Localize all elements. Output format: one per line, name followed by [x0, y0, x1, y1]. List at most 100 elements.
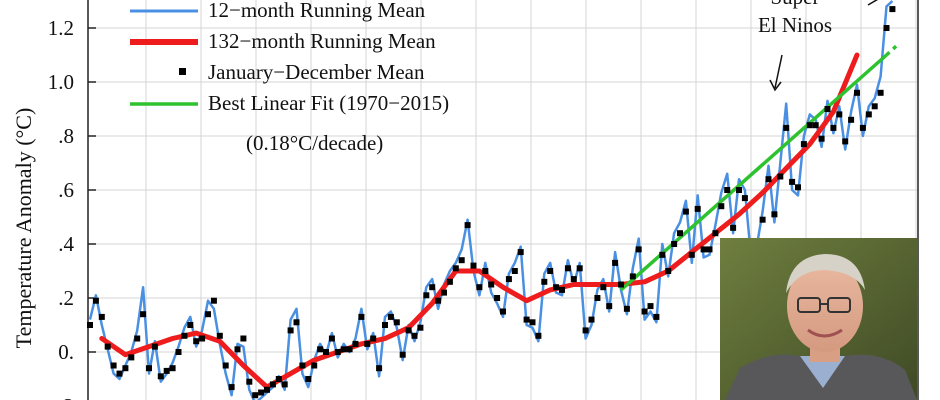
- annual-mean-point: [92, 297, 99, 304]
- annual-mean-point: [718, 203, 725, 210]
- annual-mean-point: [700, 246, 707, 253]
- annual-mean-point: [352, 340, 359, 347]
- annual-mean-point: [134, 335, 141, 342]
- annotation-line-1: Super: [771, 0, 820, 9]
- annual-mean-point: [789, 178, 796, 185]
- annual-mean-point: [600, 284, 607, 291]
- annual-mean-point: [570, 276, 577, 283]
- y-tick-label: .6: [58, 178, 74, 202]
- annual-mean-point: [647, 303, 654, 310]
- annual-mean-point: [629, 273, 636, 280]
- y-tick-label: 1.2: [48, 16, 74, 40]
- annual-mean-point: [859, 124, 866, 131]
- annual-mean-point: [98, 313, 105, 320]
- annual-mean-point: [824, 106, 831, 112]
- annual-mean-point: [393, 319, 400, 326]
- series: [87, 0, 900, 400]
- annual-mean-point: [240, 335, 247, 342]
- annotation-arrow-shaft: [774, 54, 783, 89]
- annual-mean-point: [712, 230, 719, 237]
- annual-mean-point: [128, 354, 135, 361]
- annual-mean-point: [317, 346, 324, 353]
- annual-mean-point: [883, 25, 890, 31]
- annual-mean-point: [623, 305, 630, 312]
- series-132-month-running-mean: [99, 52, 860, 390]
- annual-mean-point: [435, 297, 442, 304]
- annual-mean-point: [305, 376, 312, 382]
- annual-mean-point: [216, 332, 223, 339]
- annual-mean-point: [311, 362, 318, 369]
- annual-mean-point: [517, 249, 524, 256]
- annual-mean-point: [682, 208, 689, 215]
- annual-mean-point: [328, 335, 335, 342]
- annual-mean-point: [736, 187, 742, 193]
- annual-mean-point: [564, 265, 571, 272]
- annual-mean-point: [759, 216, 766, 223]
- annual-mean-point: [446, 278, 453, 285]
- annual-mean-point: [104, 343, 111, 350]
- annual-mean-point: [452, 265, 459, 272]
- annual-mean-point: [500, 308, 506, 315]
- annual-mean-point: [151, 343, 158, 350]
- annual-mean-point: [405, 327, 412, 334]
- annual-mean-point: [228, 384, 235, 391]
- annual-mean-point: [258, 389, 265, 396]
- annual-mean-point: [399, 351, 406, 358]
- linear-fit-extension: [885, 42, 900, 57]
- annual-mean-point: [458, 257, 465, 264]
- annual-mean-point: [382, 322, 388, 328]
- annual-mean-point: [199, 335, 206, 342]
- annual-mean-point: [281, 381, 288, 388]
- annual-mean-point: [146, 365, 152, 372]
- annotation-line-2: El Ninos: [758, 13, 832, 37]
- annual-mean-point: [287, 327, 294, 334]
- annual-mean-point: [588, 316, 595, 323]
- annual-mean-point: [541, 278, 548, 285]
- annual-mean-point: [157, 373, 164, 380]
- annual-mean-point: [169, 365, 176, 372]
- annual-mean-point: [842, 138, 849, 145]
- y-tick-label: 0.: [58, 340, 74, 364]
- annual-mean-point: [706, 246, 713, 253]
- annual-mean-point: [641, 308, 648, 315]
- series-best-linear-fit: [619, 53, 888, 292]
- annual-mean-point: [376, 365, 383, 372]
- annual-mean-point: [252, 392, 259, 399]
- annual-mean-point: [523, 316, 530, 323]
- annual-mean-point: [181, 332, 188, 339]
- annual-mean-point: [889, 6, 896, 13]
- annual-mean-point: [535, 332, 542, 339]
- annual-mean-point: [694, 205, 701, 212]
- annual-mean-point: [836, 111, 843, 118]
- annual-mean-point: [800, 141, 807, 148]
- annual-mean-point: [122, 365, 129, 372]
- annual-mean-point: [193, 338, 200, 345]
- annual-mean-point: [730, 224, 737, 231]
- annual-mean-point: [659, 251, 666, 258]
- annual-mean-point: [429, 284, 436, 291]
- y-axis-label: Temperature Anomaly (°C): [11, 108, 36, 349]
- annual-mean-point: [871, 103, 878, 110]
- annual-mean-point: [370, 335, 377, 342]
- annual-mean-point: [187, 322, 194, 328]
- annual-mean-point: [364, 340, 371, 347]
- annual-mean-point: [806, 122, 813, 129]
- legend-swatch-annual-mean: [179, 68, 186, 75]
- annual-mean-point: [140, 311, 147, 318]
- annual-mean-point: [464, 222, 471, 229]
- annual-mean-point: [87, 322, 93, 328]
- annual-mean-point: [264, 386, 270, 393]
- annual-mean-point: [854, 89, 860, 96]
- annual-mean-point: [275, 376, 282, 382]
- legend-label: Best Linear Fit (1970−2015): [208, 91, 449, 115]
- annual-mean-point: [848, 116, 855, 123]
- annual-mean-point: [576, 265, 583, 272]
- annual-mean-point: [441, 289, 447, 296]
- annual-mean-point: [210, 297, 217, 304]
- annual-mean-point: [606, 303, 613, 310]
- annual-mean-point: [488, 281, 495, 288]
- annotation-arrow-2: [867, 0, 879, 6]
- annual-mean-point: [222, 362, 229, 369]
